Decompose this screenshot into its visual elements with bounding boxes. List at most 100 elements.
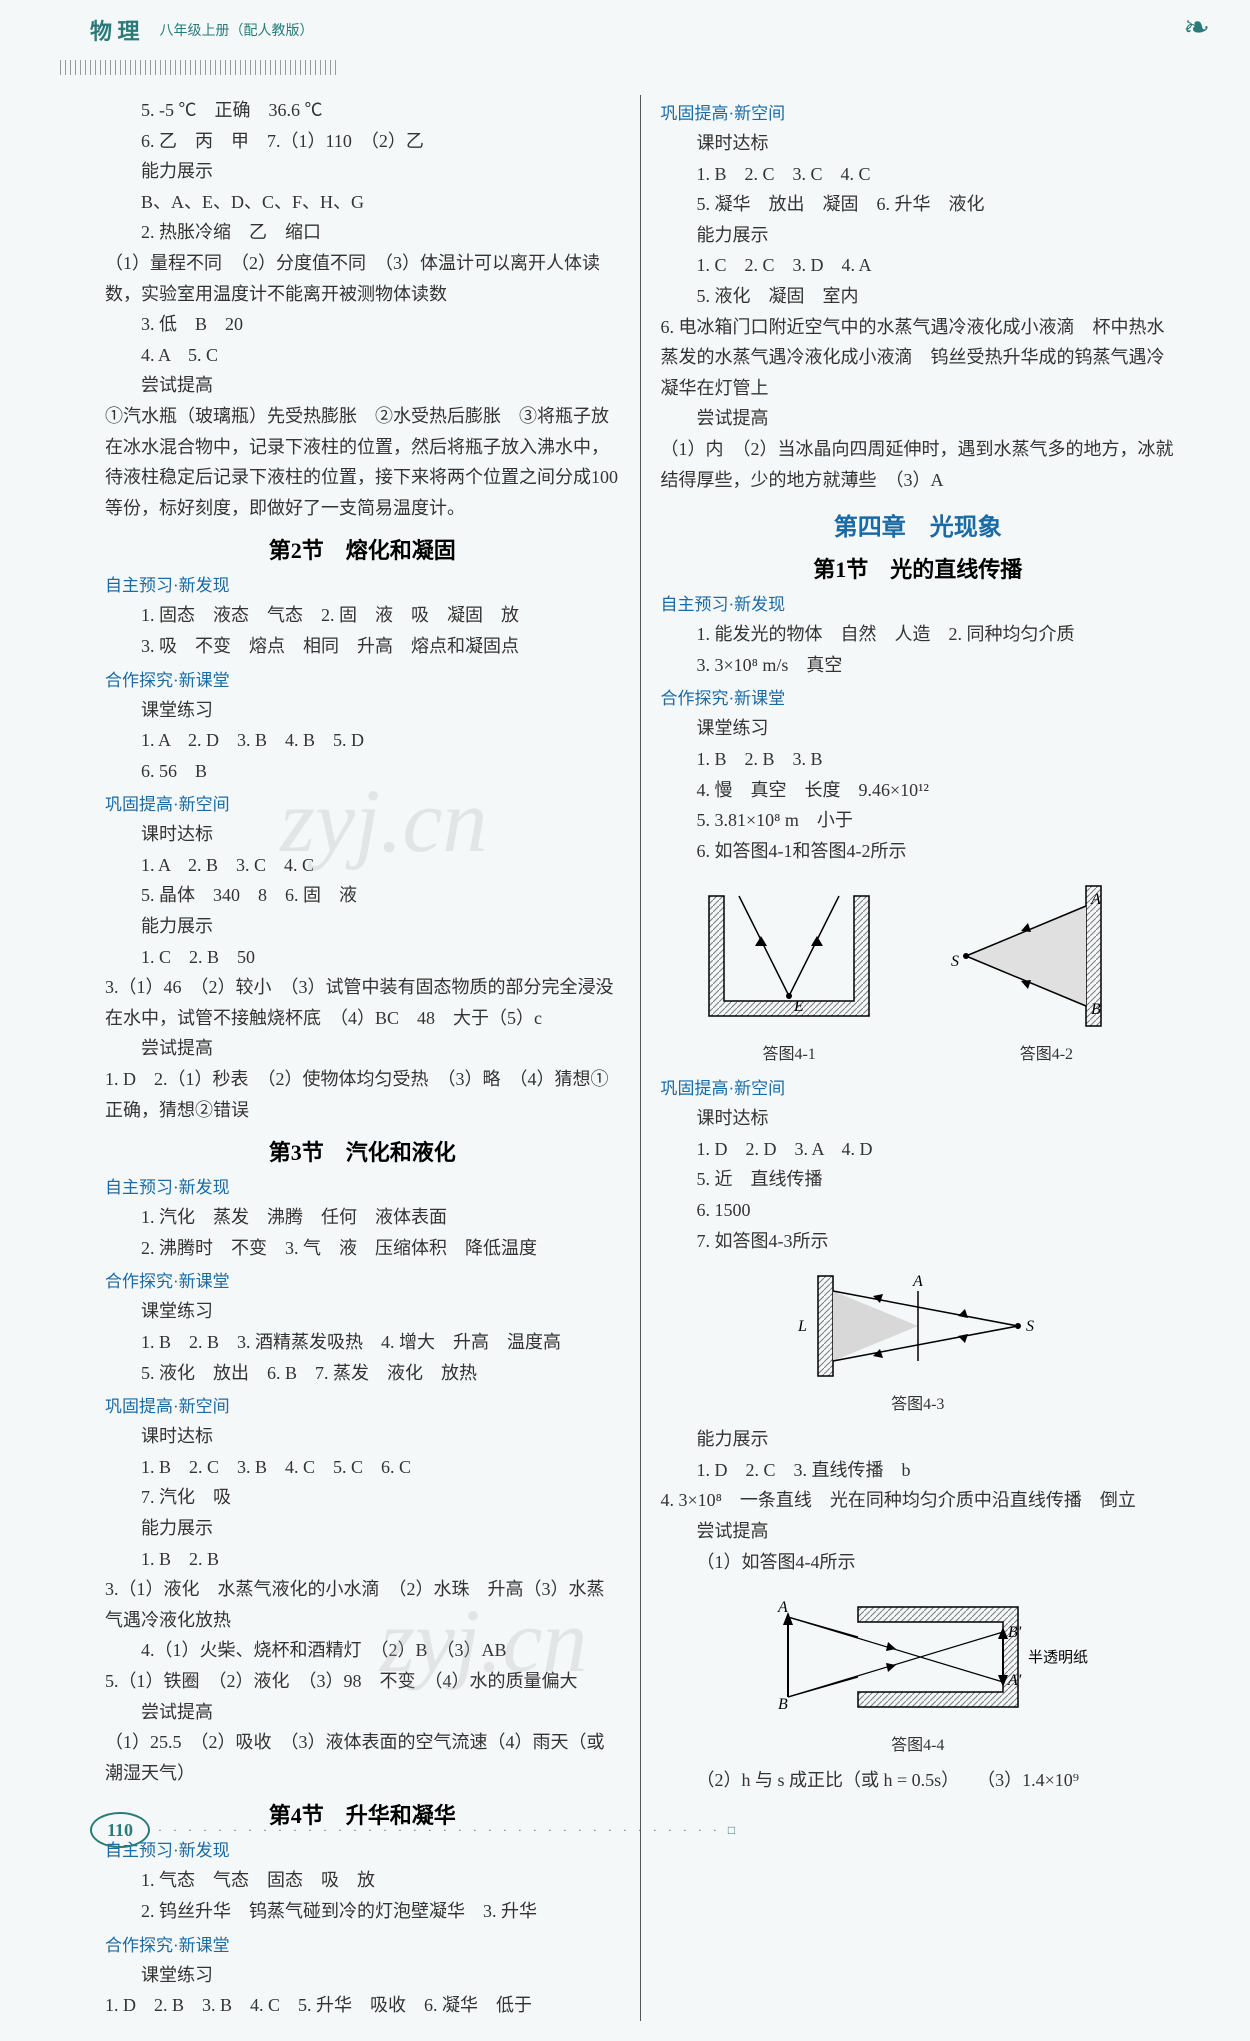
svg-text:L: L [797, 1318, 807, 1335]
section-title: 第1节 光的直线传播 [661, 552, 1176, 584]
svg-text:半透明纸: 半透明纸 [1028, 1649, 1088, 1666]
answer-line: 课时达标 [105, 819, 620, 850]
answer-line: 3. 低 B 20 [105, 309, 620, 340]
answer-line: B、A、E、D、C、F、H、G [105, 187, 620, 218]
answer-line: 6. 如答图4-1和答图4-2所示 [661, 836, 1176, 867]
answer-line: 1. C 2. B 50 [105, 942, 620, 973]
answer-line: 6. 1500 [661, 1195, 1176, 1226]
subsection-heading: 自主预习·新发现 [105, 571, 620, 596]
answer-line: 1. C 2. C 3. D 4. A [661, 250, 1176, 281]
svg-text:A: A [912, 1273, 923, 1290]
subsection-heading: 合作探究·新课堂 [105, 666, 620, 691]
answer-line: 4. 慢 真空 长度 9.46×10¹² [661, 775, 1176, 806]
answer-line: 5. 液化 放出 6. B 7. 蒸发 液化 放热 [105, 1358, 620, 1389]
answer-line: 6. 电冰箱门口附近空气中的水蒸气遇冷液化成小液滴 杯中热水蒸发的水蒸气遇冷液化… [661, 312, 1176, 404]
answer-line: 5. -5 ℃ 正确 36.6 ℃ [105, 95, 620, 126]
page-number: 110 [90, 1812, 150, 1848]
answer-line: 能力展示 [105, 1513, 620, 1544]
answer-line: 1. B 2. B 3. B [661, 744, 1176, 775]
answer-line: 尝试提高 [661, 1516, 1176, 1547]
answer-line: 1. 固态 液态 气态 2. 固 液 吸 凝固 放 [105, 600, 620, 631]
answer-line: 3.（1）46 （2）较小 （3）试管中装有固态物质的部分完全浸没在水中，试管不… [105, 972, 620, 1033]
subsection-heading: 合作探究·新课堂 [105, 1931, 620, 1956]
svg-text:A: A [777, 1599, 788, 1616]
answer-line: 1. D 2. B 3. B 4. C 5. 升华 吸收 6. 凝华 低于 [105, 1990, 620, 2021]
figure-caption: 答图4-1 [689, 1040, 889, 1064]
answer-line: 尝试提高 [105, 1697, 620, 1728]
svg-text:B: B [1091, 1001, 1101, 1018]
subject-title: 物 理 [90, 14, 140, 46]
svg-text:B: B [778, 1696, 788, 1713]
answer-line: 课时达标 [661, 1103, 1176, 1134]
answer-line: 5. 近 直线传播 [661, 1164, 1176, 1195]
answer-line: 课堂练习 [105, 1960, 620, 1991]
answer-line: 1. B 2. B 3. 酒精蒸发吸热 4. 增大 升高 温度高 [105, 1327, 620, 1358]
figure-caption: 答图4-3 [788, 1390, 1048, 1414]
answer-line: 课堂练习 [105, 1296, 620, 1327]
answer-line: 1. D 2.（1）秒表 （2）使物体均匀受热 （3）略 （4）猜想①正确，猜想… [105, 1064, 620, 1125]
answer-line: 2. 钨丝升华 钨蒸气碰到冷的灯泡壁凝华 3. 升华 [105, 1896, 620, 1927]
answer-line: ①汽水瓶（玻璃瓶）先受热膨胀 ②水受热后膨胀 ③将瓶子放在冰水混合物中，记录下液… [105, 401, 620, 523]
answer-line: 能力展示 [105, 156, 620, 187]
answer-line: 5. 3.81×10⁸ m 小于 [661, 805, 1176, 836]
figure-caption: 答图4-4 [738, 1731, 1098, 1755]
answer-line: 尝试提高 [661, 403, 1176, 434]
answer-line: 课堂练习 [105, 695, 620, 726]
answer-line: 2. 沸腾时 不变 3. 气 液 压缩体积 降低温度 [105, 1233, 620, 1264]
answer-line: 5.（1）铁圈 （2）液化 （3）98 不变 （4）水的质量偏大 [105, 1666, 620, 1697]
answer-line: 尝试提高 [105, 370, 620, 401]
section-title: 第2节 熔化和凝固 [105, 533, 620, 565]
answer-line: 能力展示 [661, 220, 1176, 251]
answer-line: 4. A 5. C [105, 340, 620, 371]
figure-4-4: A B B' A' 半透明纸 答图4-4 [661, 1587, 1176, 1755]
svg-text:S: S [1026, 1318, 1034, 1335]
answer-line: 2. 热胀冷缩 乙 缩口 [105, 217, 620, 248]
left-column: 5. -5 ℃ 正确 36.6 ℃ 6. 乙 丙 甲 7.（1）110 （2）乙… [90, 95, 641, 2021]
svg-text:A: A [1090, 891, 1101, 908]
footer-dots: · · · · · · · · · · · · · · · · · · · · … [158, 1823, 739, 1838]
answer-line: 1. 气态 气态 固态 吸 放 [105, 1865, 620, 1896]
content-area: 5. -5 ℃ 正确 36.6 ℃ 6. 乙 丙 甲 7.（1）110 （2）乙… [0, 85, 1250, 2041]
figure-4-2: S A B 答图4-2 [946, 876, 1146, 1064]
chapter-title: 第四章 光现象 [661, 507, 1176, 542]
subsection-heading: 自主预习·新发现 [105, 1173, 620, 1198]
subsection-heading: 巩固提高·新空间 [105, 790, 620, 815]
answer-line: （1）25.5 （2）吸收 （3）液体表面的空气流速（4）雨天（或潮湿天气） [105, 1727, 620, 1788]
answer-line: （2）h 与 s 成正比（或 h = 0.5s） （3）1.4×10⁹ [661, 1765, 1176, 1796]
answer-line: （1）量程不同 （2）分度值不同 （3）体温计可以离开人体读数，实验室用温度计不… [105, 248, 620, 309]
leaf-icon: ❧ [1183, 8, 1210, 46]
grade-label: 八年级上册（配人教版） [160, 20, 314, 40]
figure-row: E 答图4-1 S A B 答图4-2 [661, 876, 1176, 1064]
svg-text:S: S [951, 953, 959, 970]
answer-line: 课堂练习 [661, 713, 1176, 744]
subsection-heading: 巩固提高·新空间 [661, 1074, 1176, 1099]
ruler-decoration [60, 60, 340, 75]
answer-line: 1. A 2. D 3. B 4. B 5. D [105, 725, 620, 756]
answer-line: 能力展示 [661, 1424, 1176, 1455]
answer-line: 能力展示 [105, 911, 620, 942]
answer-line: 3.（1）液化 水蒸气液化的小水滴 （2）水珠 升高（3）水蒸气遇冷液化放热 [105, 1574, 620, 1635]
svg-text:E: E [793, 998, 804, 1015]
answer-line: 7. 汽化 吸 [105, 1482, 620, 1513]
answer-line: （1）如答图4-4所示 [661, 1547, 1176, 1578]
answer-line: 尝试提高 [105, 1033, 620, 1064]
answer-line: 6. 乙 丙 甲 7.（1）110 （2）乙 [105, 126, 620, 157]
svg-text:B': B' [1008, 1624, 1022, 1641]
page-footer: 110 · · · · · · · · · · · · · · · · · · … [90, 1812, 739, 1848]
subsection-heading: 巩固提高·新空间 [105, 1392, 620, 1417]
figure-caption: 答图4-2 [946, 1040, 1146, 1064]
answer-line: 1. D 2. D 3. A 4. D [661, 1134, 1176, 1165]
right-column: 巩固提高·新空间 课时达标 1. B 2. C 3. C 4. C 5. 凝华 … [641, 95, 1191, 2021]
answer-line: 1. 能发光的物体 自然 人造 2. 同种均匀介质 [661, 619, 1176, 650]
answer-line: 5. 凝华 放出 凝固 6. 升华 液化 [661, 189, 1176, 220]
subsection-heading: 自主预习·新发现 [661, 590, 1176, 615]
section-title: 第3节 汽化和液化 [105, 1135, 620, 1167]
answer-line: 1. 汽化 蒸发 沸腾 任何 液体表面 [105, 1202, 620, 1233]
answer-line: 5. 晶体 340 8 6. 固 液 [105, 880, 620, 911]
answer-line: 7. 如答图4-3所示 [661, 1226, 1176, 1257]
subsection-heading: 合作探究·新课堂 [105, 1267, 620, 1292]
answer-line: 1. B 2. C 3. C 4. C [661, 159, 1176, 190]
answer-line: 5. 液化 凝固 室内 [661, 281, 1176, 312]
answer-line: 1. B 2. C 3. B 4. C 5. C 6. C [105, 1452, 620, 1483]
answer-line: 4.（1）火柴、烧杯和酒精灯 （2）B （3）AB [105, 1635, 620, 1666]
